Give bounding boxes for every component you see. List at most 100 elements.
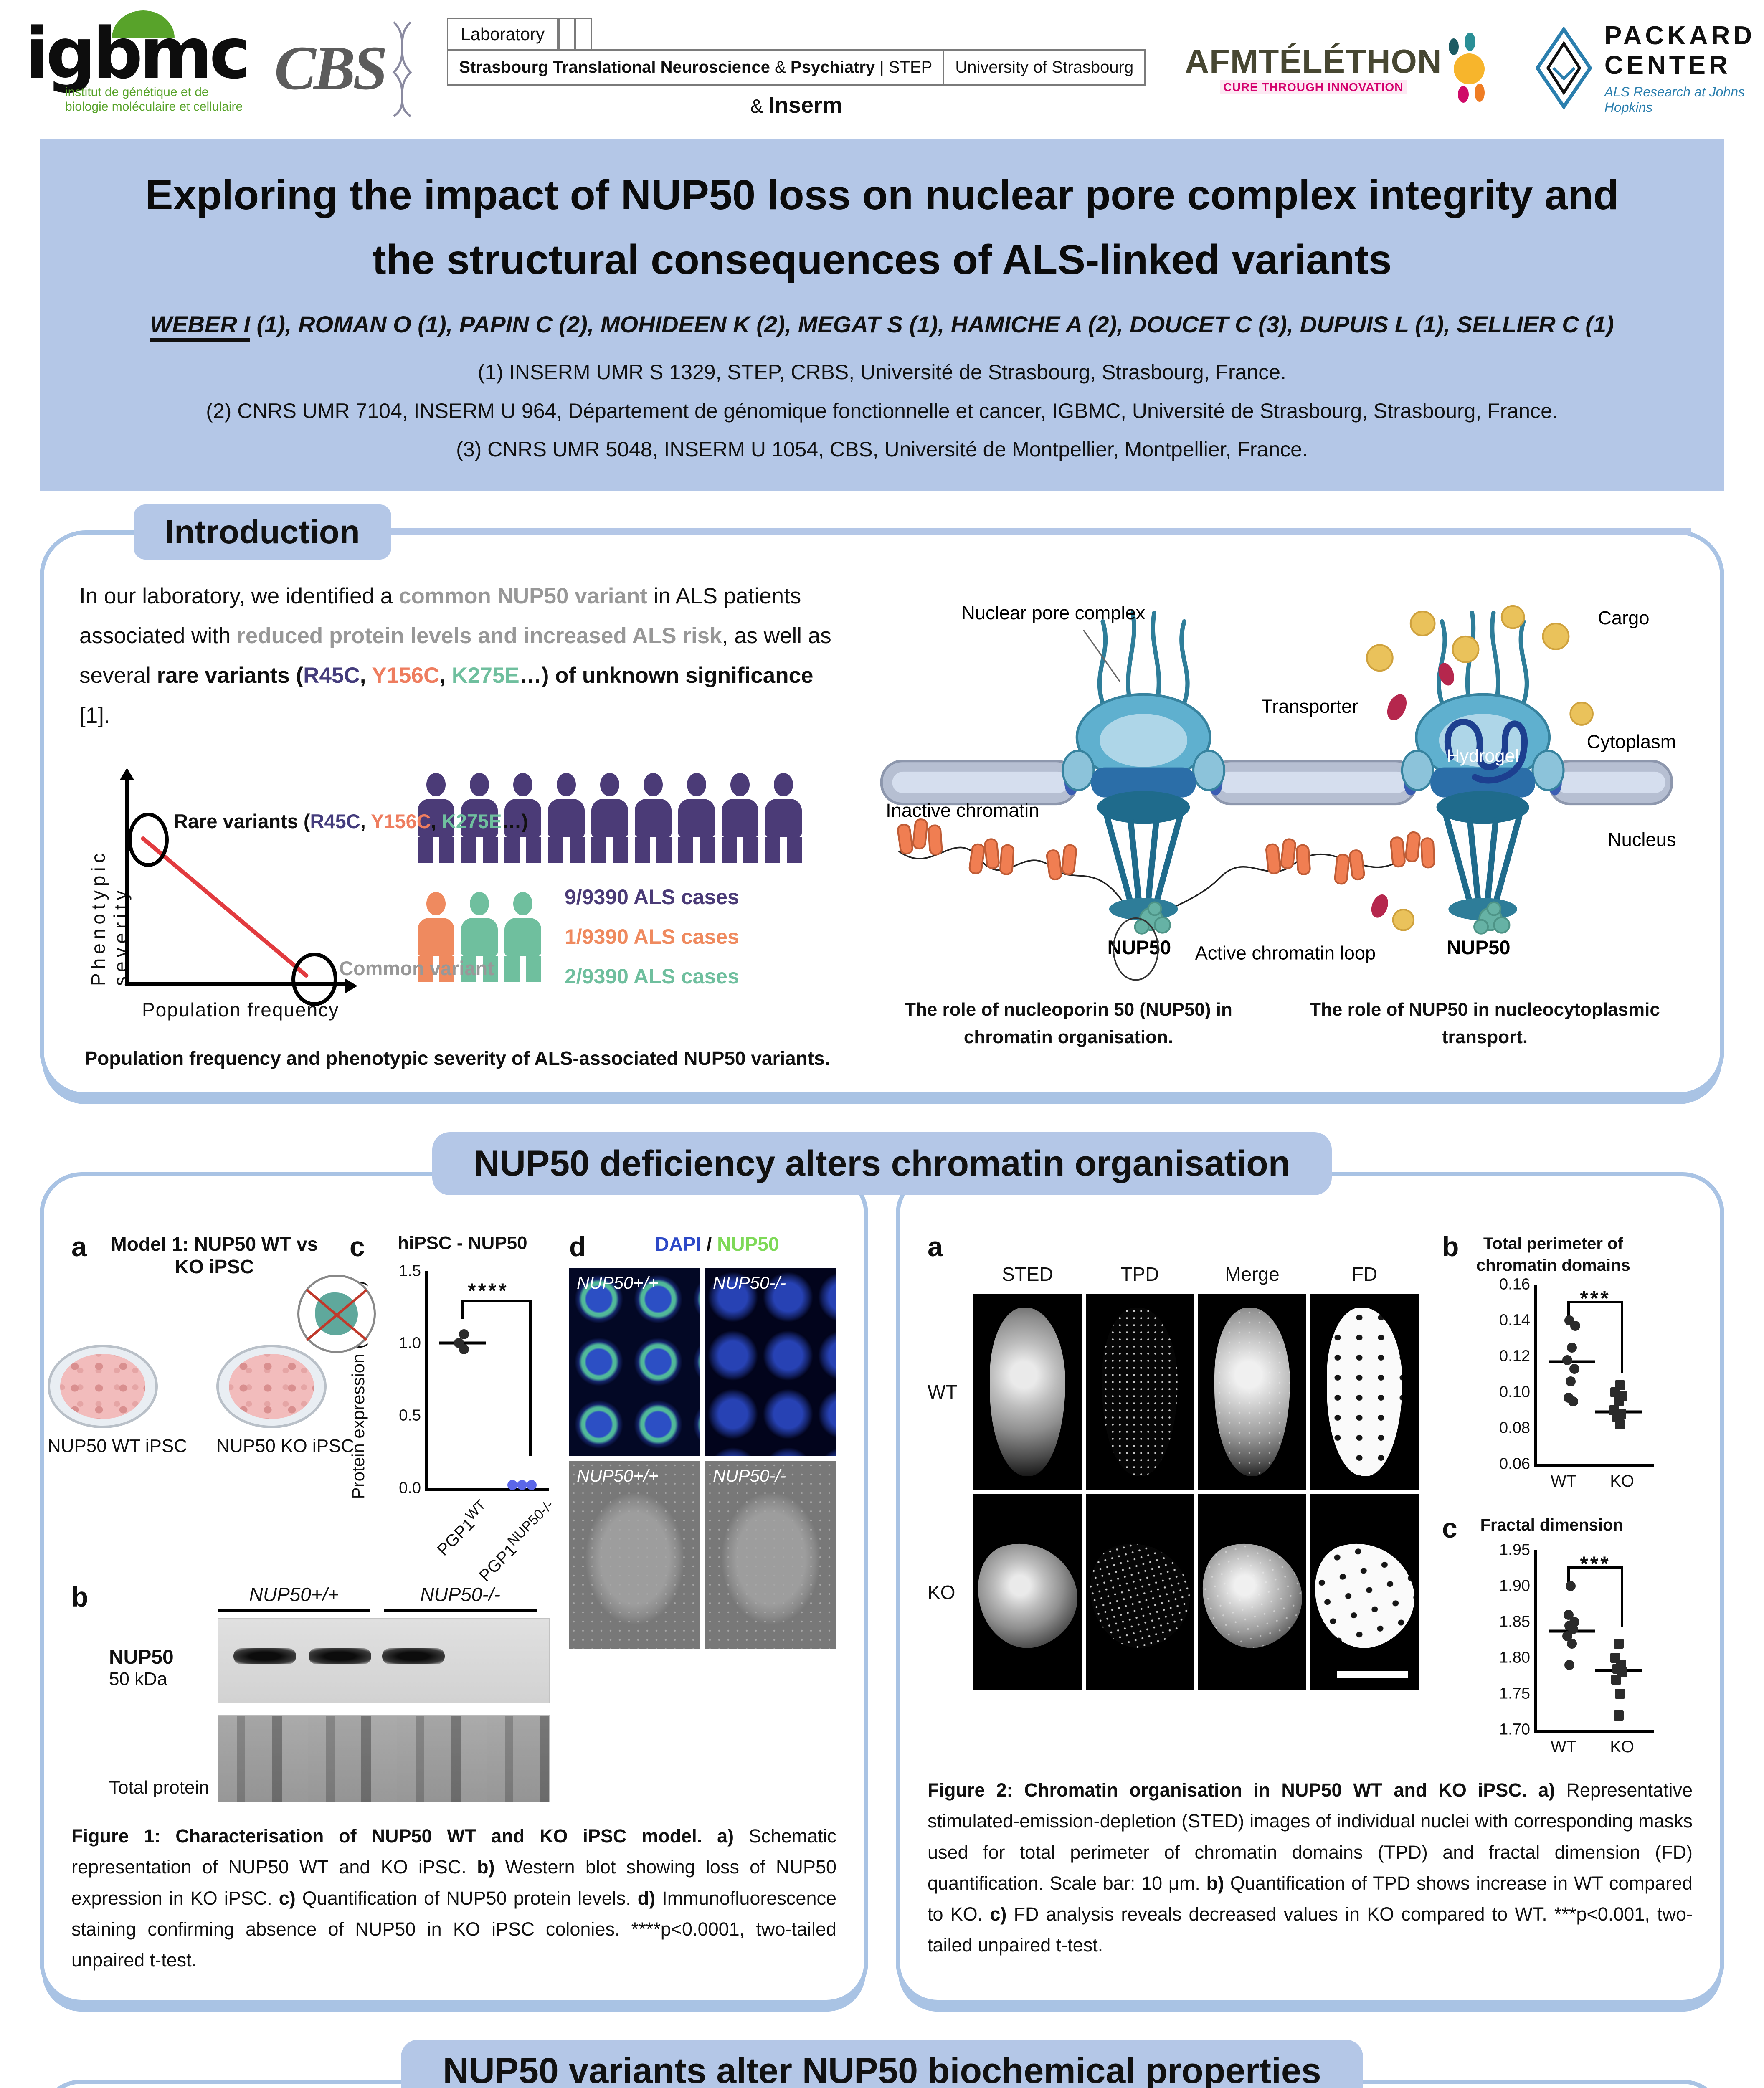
presenting-author: WEBER I [150, 311, 250, 337]
section3-banner: NUP50 variants alter NUP50 biochemical p… [401, 2040, 1363, 2088]
cargo-label: Cargo [1598, 607, 1649, 628]
person-icon [461, 773, 498, 864]
nuclear-pore-diagram: NUP50 Hydrogel NUP50 [880, 602, 1676, 981]
legend-purple: 9/9390 ALS cases [565, 885, 739, 909]
sted-ko-image [973, 1494, 1082, 1691]
common-variant-annotation: Common variant [339, 957, 494, 980]
affiliation-2: (2) CNRS UMR 7104, INSERM U 964, Départe… [206, 399, 1558, 423]
figure2-panel-a: a STED TPD Merge FD WT KO [928, 1233, 1419, 1756]
figure2-caption: Figure 2: Chromatin organisation in NUP5… [928, 1779, 1693, 1956]
immunofluorescence-ko-image: NUP50-/- [705, 1268, 836, 1456]
section2-banner: NUP50 deficiency alters chromatin organi… [432, 1132, 1332, 1196]
chart-title: Fractal dimension [1480, 1516, 1623, 1535]
col-sted: STED [1002, 1263, 1053, 1285]
stain-title: DAPI / NUP50 [655, 1233, 779, 1255]
nup50-blot-image [218, 1618, 550, 1704]
petri-dish-icon [216, 1345, 327, 1429]
introduction-label: Introduction [134, 504, 391, 560]
active-chromatin-loop-icon [1113, 917, 1159, 981]
dna-icon [392, 21, 412, 117]
transporter-label: Transporter [1261, 696, 1358, 717]
legend-teal: 2/9390 ALS cases [565, 965, 739, 988]
row-wt: WT [928, 1381, 958, 1403]
laboratory-tab-cell [558, 18, 575, 49]
cbs-logo: CBS [274, 18, 417, 118]
fd-ko-image [1310, 1494, 1419, 1691]
x-cat-wt: PGP1WT [433, 1497, 489, 1560]
packard-text: PACKARD CENTER ALS Research at Johns Hop… [1604, 21, 1764, 115]
blot-row-labels: NUP50 50 kDa Total protein [109, 1583, 218, 1802]
rare-variant-circle [128, 813, 169, 867]
panel-letter-a: a [928, 1231, 943, 1262]
sted-wt-image [973, 1294, 1082, 1490]
tpd-plot: 0.16 0.14 0.12 0.10 0.08 0.06 *** [1499, 1276, 1654, 1473]
afm-sun-icon [1446, 33, 1496, 104]
trend-line [140, 836, 309, 978]
person-icon-orange [418, 892, 454, 982]
person-icon [504, 773, 541, 864]
introduction-label-line [311, 527, 1691, 535]
model1-title: Model 1: NUP50 WT vs KO iPSC [111, 1233, 318, 1278]
frequency-severity-plot: Phenotypic severity Rare variants (R45C,… [79, 760, 528, 1028]
active-loop-label: Active chromatin loop [1195, 942, 1376, 963]
packard-center-logo: PACKARD CENTER ALS Research at Johns Hop… [1534, 20, 1764, 116]
title-block: Exploring the impact of NUP50 loss on nu… [40, 139, 1724, 491]
protein-expression-plot: Protein expression (rel. WT) 1.5 1.0 0.5… [348, 1262, 549, 1499]
hydrogel-label: Hydrogel [1447, 746, 1519, 766]
person-icon-teal [461, 892, 498, 982]
laboratory-tab: Laboratory [447, 18, 559, 49]
chart-title: Total perimeter of chromatin domains [1476, 1234, 1630, 1275]
laboratory-tab-row: Laboratory [447, 18, 1146, 49]
chart-title: hiPSC - NUP50 [398, 1233, 527, 1254]
chromatin-chains [897, 818, 1435, 920]
petri-dish-icon [47, 1345, 158, 1429]
colony-ko-image: NUP50-/- [705, 1461, 836, 1649]
immunofluorescence-wt-image: NUP50+/+ [569, 1268, 700, 1456]
panel-letter-b: b [1442, 1231, 1459, 1262]
cases-legend: 9/9390 ALS cases 1/9390 ALS cases 2/9390… [565, 877, 739, 996]
rare-variants-annotation: Rare variants (R45C, Y156C, K275E…) [174, 810, 528, 833]
afm-tagline: CURE THROUGH INNOVATION [1220, 80, 1407, 94]
person-icon [548, 773, 585, 864]
person-icon [635, 773, 672, 864]
introduction-section: Introduction In our laboratory, we ident… [40, 504, 1724, 1097]
col-tpd: TPD [1120, 1263, 1159, 1285]
tpd-wt-image [1086, 1294, 1194, 1490]
person-icon [765, 773, 802, 864]
inactive-chromatin-label: Inactive chromatin [886, 799, 1039, 821]
row-ko: KO [928, 1581, 956, 1604]
chart-y-label: Protein expression (rel. WT) [348, 1280, 368, 1499]
title-line-2: the structural consequences of ALS-linke… [372, 236, 1392, 283]
figure2-panel-b-chart: b Total perimeter of chromatin domains 0… [1442, 1233, 1693, 1491]
lab-name: Strasbourg Translational Neuroscience & … [448, 51, 945, 84]
person-icon [591, 773, 628, 864]
npc-caption-left: The role of nucleoporin 50 (NUP50) in ch… [905, 999, 1232, 1047]
figure2-panel-c-chart: c Fractal dimension 1.95 1.90 1.85 1.80 … [1442, 1514, 1693, 1756]
afm-telethon-logo: AFMTÉLÉTHON CURE THROUGH INNOVATION [1185, 33, 1496, 104]
blot-lane-headers: NUP50+/+ NUP50-/- [218, 1583, 550, 1612]
intro-left-caption: Population frequency and phenotypic seve… [84, 1047, 830, 1069]
panel-letter-a: a [71, 1231, 87, 1262]
x-axis [125, 982, 351, 986]
figure2-box: a STED TPD Merge FD WT KO [896, 1172, 1724, 2004]
ko-dish-label: NUP50 KO iPSC [216, 1436, 355, 1457]
lane-ko: NUP50-/- [384, 1583, 537, 1612]
npc-captions: The role of nucleoporin 50 (NUP50) in ch… [869, 996, 1685, 1051]
authors-line: WEBER I (1), ROMAN O (1), PAPIN C (2), M… [81, 311, 1683, 338]
npc-label: Nuclear pore complex [961, 602, 1146, 623]
figure1-panel-a: a Model 1: NUP50 WT vs KO iPSC NUP50 WT … [47, 1231, 376, 1571]
col-fd: FD [1351, 1263, 1378, 1285]
tpd-ko-image [1086, 1494, 1194, 1691]
igbmc-subtitle-2: biologie moléculaire et cellulaire [65, 99, 243, 114]
igbmc-logo: igbmc institut de génétique et de biolog… [25, 10, 251, 114]
ko-zoom-circle-icon [297, 1275, 376, 1353]
fd-plot: 1.95 1.90 1.85 1.80 1.75 1.70 *** [1499, 1541, 1654, 1738]
common-variant-circle [291, 953, 337, 1006]
total-protein-blot-image [218, 1715, 550, 1803]
significance-stars: **** [468, 1279, 509, 1303]
person-icon [418, 773, 454, 864]
afm-text: AFMTÉLÉTHON CURE THROUGH INNOVATION [1185, 42, 1442, 94]
wt-dish-label: NUP50 WT iPSC [47, 1436, 188, 1457]
lab-university: University of Strasbourg [955, 58, 1134, 76]
blot-kda-label: 50 kDa [109, 1669, 167, 1690]
